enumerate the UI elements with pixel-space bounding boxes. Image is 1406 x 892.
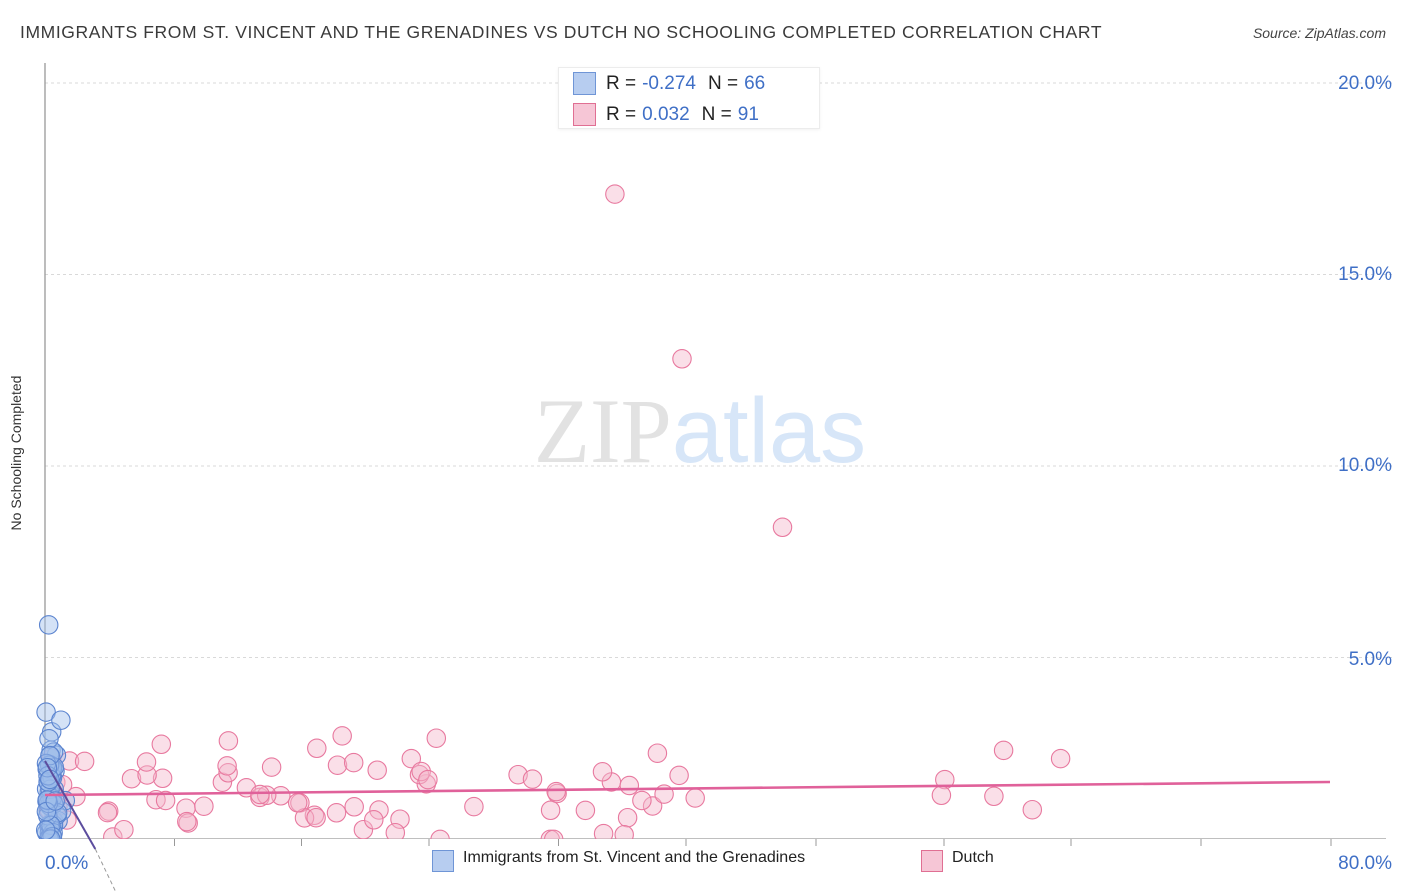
svg-text:ZIPatlas: ZIPatlas xyxy=(534,380,866,482)
